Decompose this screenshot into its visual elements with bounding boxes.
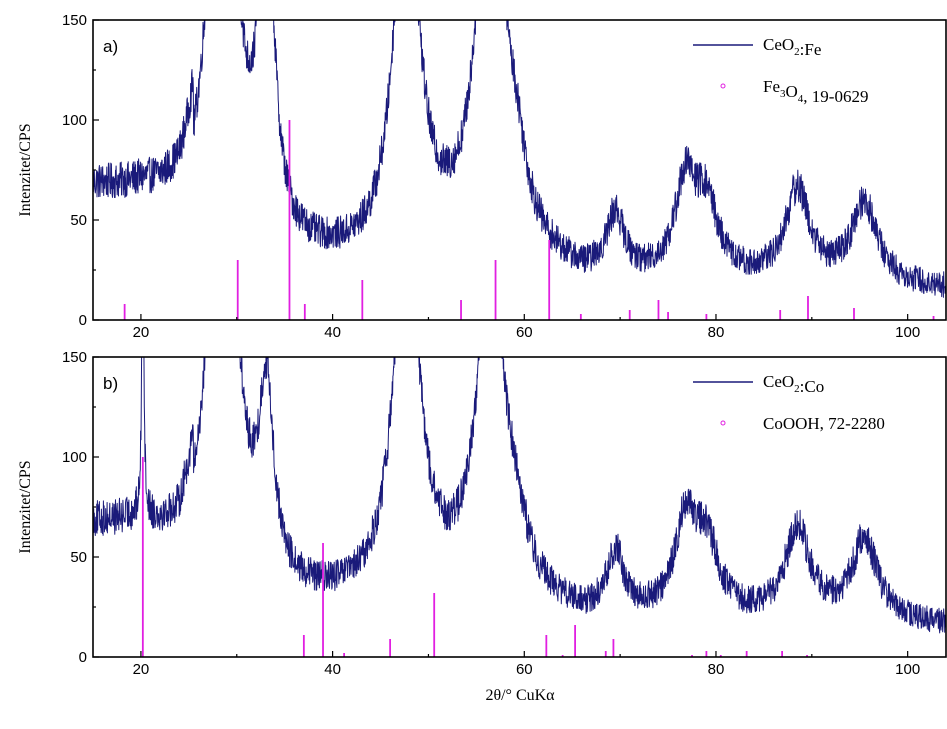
panel-b: 0 50 100 150 20 40 60 80 100 Intenzitet/CPS b) CeO2… (17, 349, 947, 678)
y-tick-label: 150 (62, 349, 87, 366)
plot-frame (92, 356, 947, 658)
y-tick-label: 0 (79, 649, 87, 666)
y-tick-label: 50 (70, 212, 87, 229)
x-tick-label: 60 (516, 661, 533, 678)
reference-lines-b (141, 457, 808, 657)
legend-marker-swatch (720, 420, 726, 426)
y-axis-title: Intenzitet/CPS (17, 123, 34, 216)
panel-label: a) (103, 37, 118, 56)
x-tick-label: 100 (895, 324, 920, 341)
legend-label-reference: Fe3O4, 19-0629 (763, 77, 868, 106)
chart-panels: 0 50 100 150 20 40 60 80 100 Intenzitet/CPS a) CeO2… (17, 12, 947, 678)
x-tick-label: 80 (708, 324, 725, 341)
panel-label: b) (103, 374, 118, 393)
panel-a: 0 50 100 150 20 40 60 80 100 Intenzitet/CPS a) CeO2… (17, 12, 947, 341)
x-tick-label: 20 (133, 324, 150, 341)
xrd-pattern-line-b (93, 357, 946, 634)
x-tick-label: 100 (895, 661, 920, 678)
legend-label-pattern: CeO2:Co (763, 372, 824, 396)
x-tick-label: 20 (133, 661, 150, 678)
x-tick-label: 40 (324, 324, 341, 341)
legend: CeO2:Co CoOOH, 72-2280 (693, 372, 885, 433)
legend-label-reference: CoOOH, 72-2280 (763, 414, 885, 433)
legend-marker-swatch (720, 83, 726, 89)
x-tick-label: 80 (708, 661, 725, 678)
y-tick-label: 50 (70, 549, 87, 566)
y-tick-label: 100 (62, 112, 87, 129)
x-axis-title: 2θ/° CuKα (485, 687, 555, 704)
y-tick-label: 0 (79, 312, 87, 329)
plot-frame (92, 19, 947, 321)
y-axis-title: Intenzitet/CPS (17, 460, 34, 553)
x-tick-label: 40 (324, 661, 341, 678)
y-tick-label: 150 (62, 12, 87, 29)
legend: CeO2:Fe Fe3O4, 19-0629 (693, 35, 868, 106)
x-tick-label: 60 (516, 324, 533, 341)
reference-lines-a (123, 120, 935, 320)
y-tick-label: 100 (62, 449, 87, 466)
legend-label-pattern: CeO2:Fe (763, 35, 821, 59)
xrd-pattern-line-a (93, 20, 946, 298)
